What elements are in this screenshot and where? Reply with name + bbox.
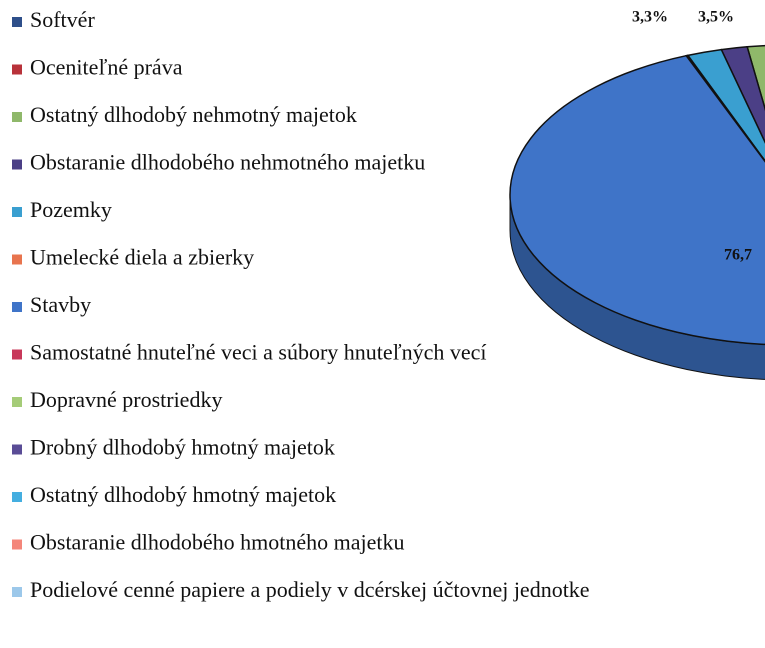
legend-label: Dopravné prostriedky — [30, 387, 222, 412]
legend-label: Oceniteľné práva — [30, 55, 183, 80]
legend-swatch — [12, 17, 22, 27]
legend-label: Umelecké diela a zbierky — [30, 245, 254, 270]
legend-swatch — [12, 397, 22, 407]
legend-swatch — [12, 254, 22, 265]
data-label: 3,3% — [632, 9, 668, 26]
legend-swatch — [12, 587, 22, 597]
legend-label: Pozemky — [30, 197, 112, 222]
data-label: 76,7 — [724, 247, 752, 264]
legend-swatch — [12, 302, 22, 312]
legend-label: Ostatný dlhodobý nehmotný majetok — [30, 102, 357, 127]
legend-swatch — [12, 207, 22, 217]
legend-label: Samostatné hnuteľné veci a súbory hnuteľ… — [30, 340, 487, 365]
legend-swatch — [12, 159, 22, 170]
pie-slice — [509, 54, 765, 346]
legend-label: Drobný dlhodobý hmotný majetok — [30, 435, 335, 460]
data-label: 3,5% — [698, 9, 734, 26]
legend-swatch — [12, 112, 22, 122]
legend-swatch — [12, 444, 22, 455]
legend-label: Obstaranie dlhodobého nehmotného majetku — [30, 150, 425, 175]
legend-label: Ostatný dlhodobý hmotný majetok — [30, 482, 336, 507]
legend-swatch — [12, 349, 22, 360]
legend-label: Stavby — [30, 292, 91, 317]
slice-side — [509, 194, 765, 380]
legend-label: Softvér — [30, 7, 95, 32]
legend-swatch — [12, 492, 22, 502]
legend-label: Obstaranie dlhodobého hmotného majetku — [30, 530, 405, 555]
legend-swatch — [12, 64, 22, 75]
legend-label: Podielové cenné papiere a podiely v dcér… — [30, 577, 590, 602]
legend-swatch — [12, 539, 22, 550]
